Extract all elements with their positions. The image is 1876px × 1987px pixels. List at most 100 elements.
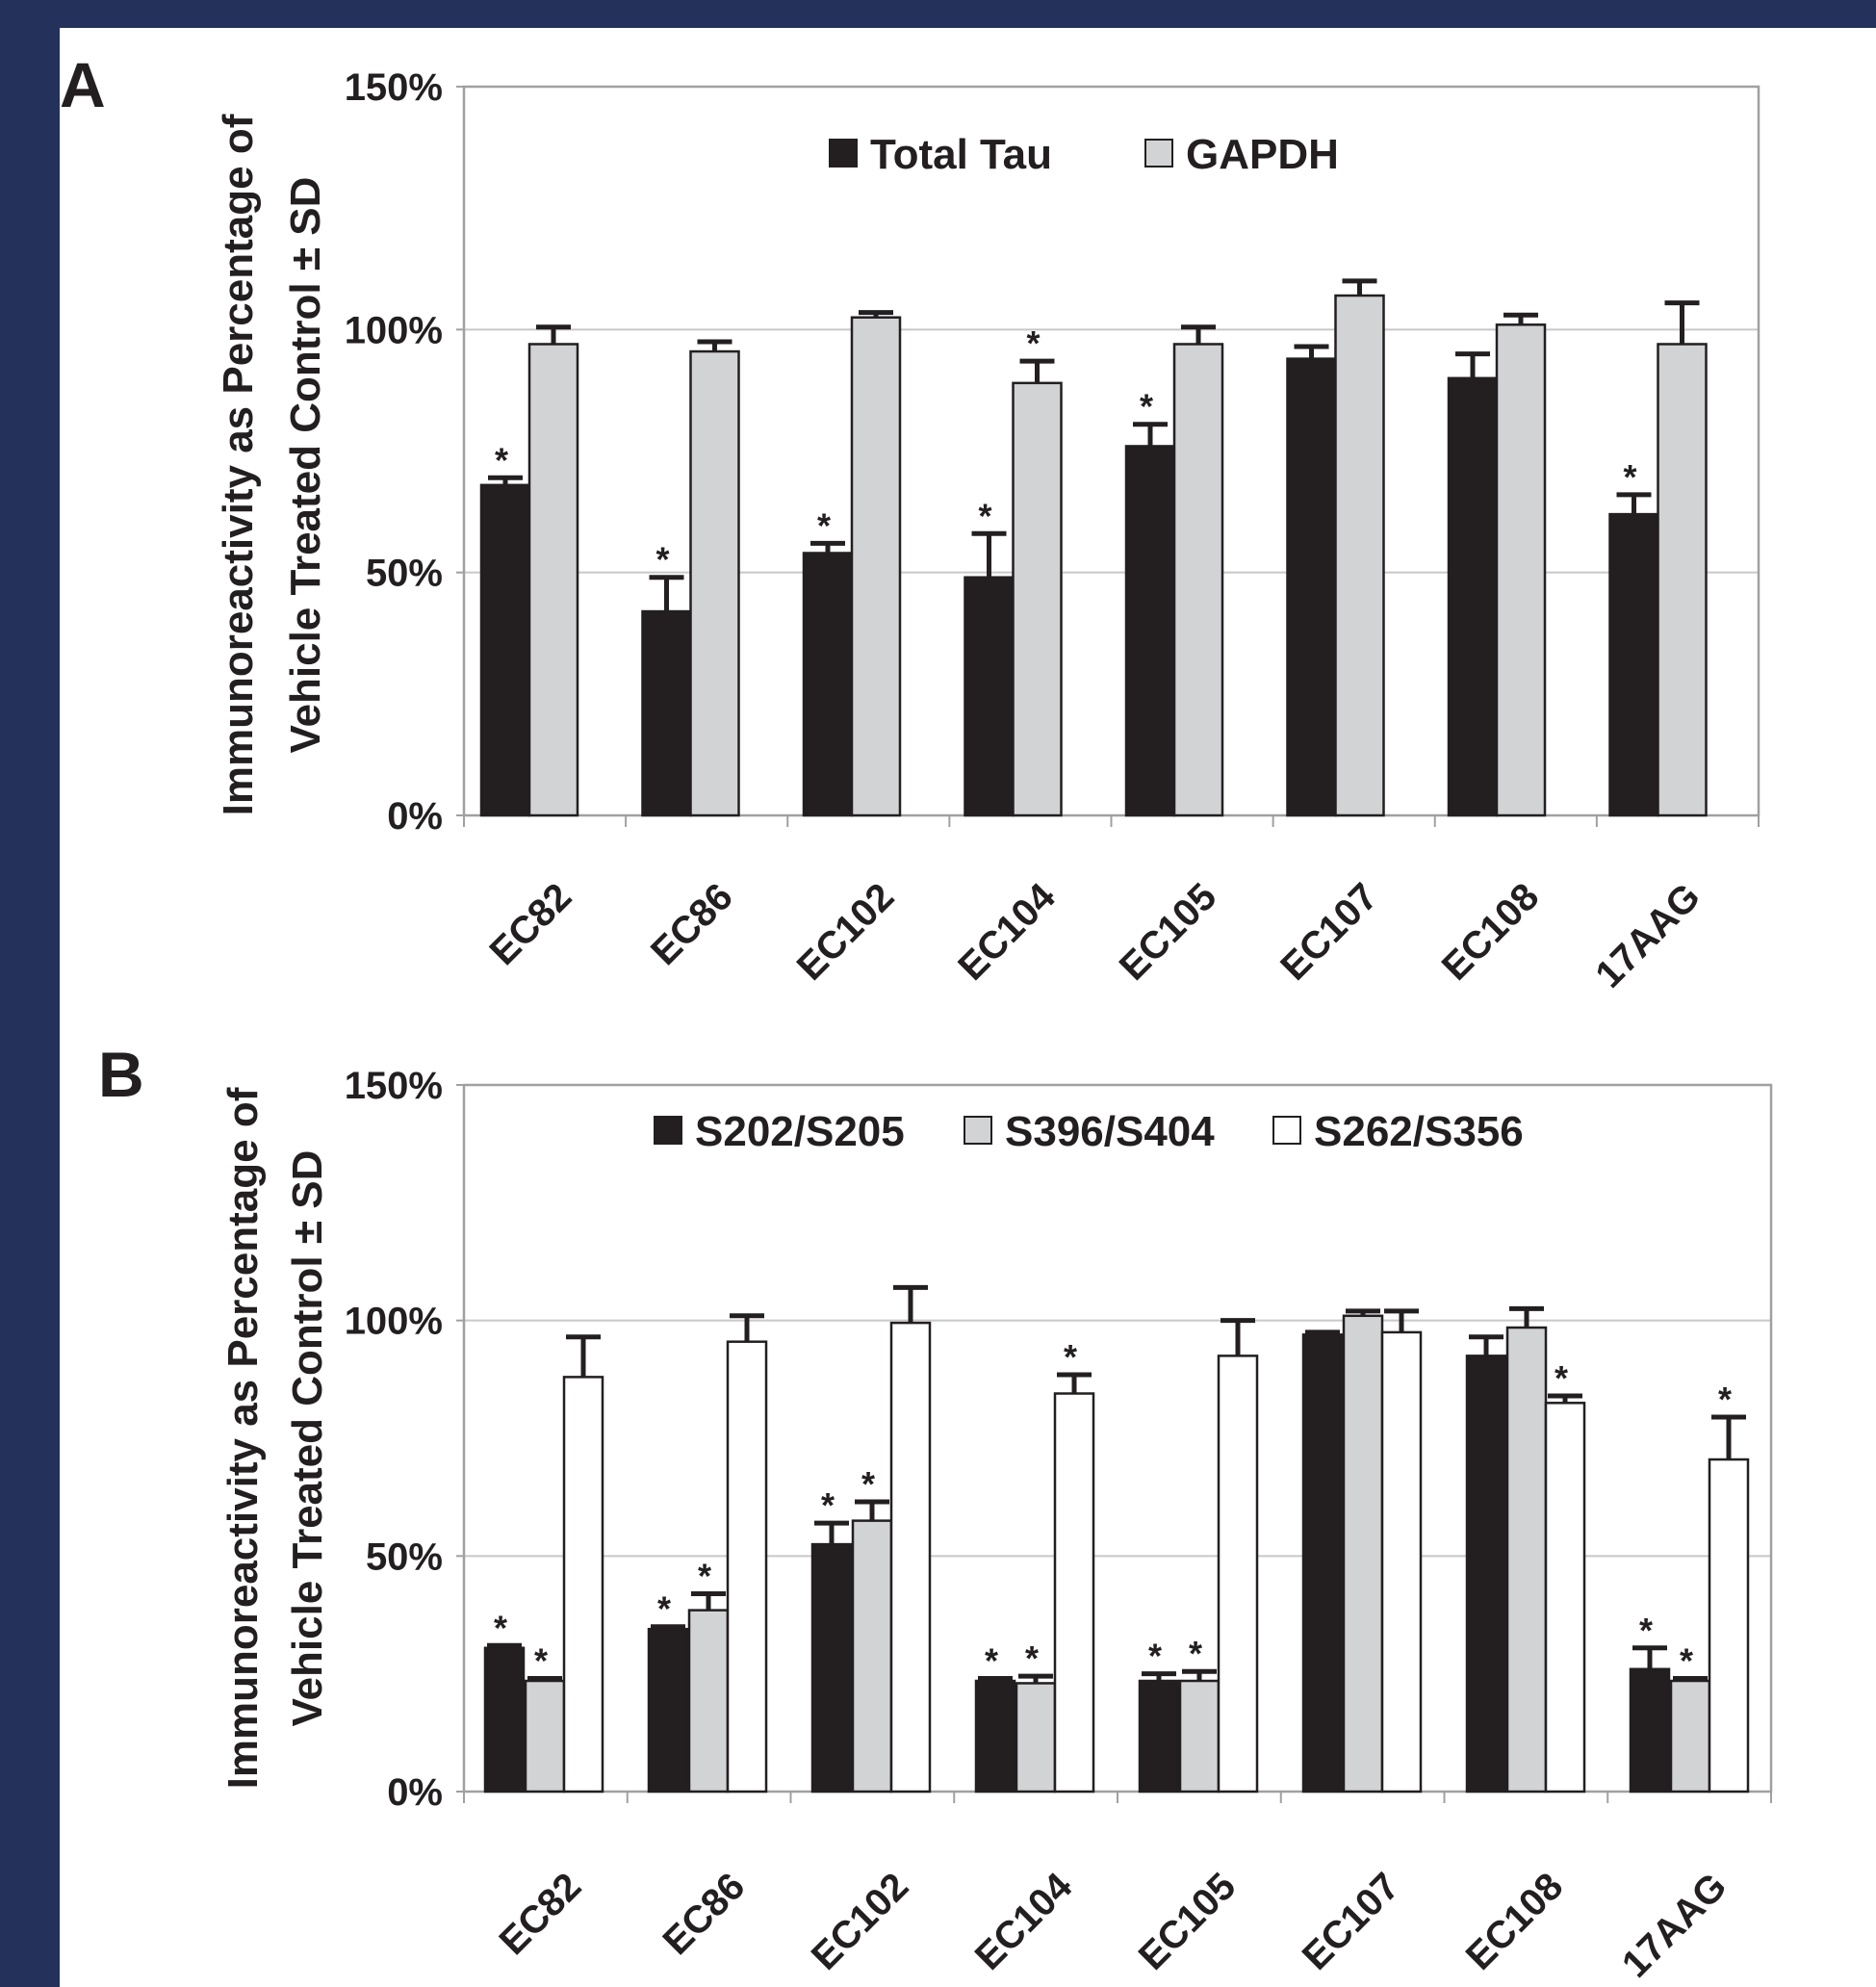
legend-swatch: [1272, 1116, 1301, 1145]
bar: [1138, 1679, 1180, 1793]
bar: [1286, 357, 1337, 817]
x-tick-label: EC107: [1295, 1865, 1408, 1978]
bar: [1447, 376, 1499, 817]
bar: [1380, 1330, 1423, 1793]
legend-label: S396/S404: [1005, 1108, 1215, 1155]
figure-canvas: A 0% 50% 100% 150% Immunoreactivity as Percen…: [60, 49, 1773, 1986]
legend-label: GAPDH: [1186, 131, 1339, 178]
y-axis-label: Immunoreactivity as Percentage of: [215, 114, 262, 815]
significance-marker: *: [698, 1556, 711, 1595]
bar: [647, 1627, 689, 1793]
legend-label: Total Tau: [870, 131, 1052, 178]
significance-marker: *: [1140, 387, 1153, 426]
bar: [810, 1542, 853, 1793]
bar: [483, 1646, 526, 1793]
legend-swatch: [654, 1116, 682, 1145]
bar: [1301, 1333, 1344, 1793]
x-tick-label: 17AAG: [1614, 1865, 1735, 1985]
bar: [1172, 343, 1224, 817]
bar: [1053, 1392, 1095, 1793]
bar: [851, 1519, 893, 1793]
bar: [1629, 1667, 1671, 1793]
significance-marker: *: [1064, 1337, 1077, 1377]
panel-label: B: [98, 1039, 144, 1110]
significance-marker: *: [1639, 1611, 1653, 1650]
bar: [1544, 1402, 1586, 1793]
x-tick-label: EC105: [1112, 875, 1225, 989]
x-tick-label: EC104: [967, 1865, 1081, 1978]
bar: [1465, 1355, 1507, 1793]
bar: [641, 609, 692, 817]
bar: [1708, 1458, 1750, 1793]
significance-marker: *: [494, 1608, 507, 1647]
x-tick-label: EC86: [655, 1865, 753, 1963]
x-tick-label: 17AAG: [1587, 875, 1708, 995]
bar: [1495, 323, 1547, 817]
figure-panel: A 0% 50% 100% 150% Immunoreactivity as Percen…: [60, 28, 1876, 1987]
significance-marker: *: [534, 1641, 548, 1681]
bar: [1012, 381, 1063, 817]
bar: [689, 349, 740, 817]
bar: [1178, 1679, 1221, 1793]
bar: [964, 576, 1015, 817]
bar: [524, 1679, 566, 1793]
y-axis-label: Vehicle Treated Control ± SD: [282, 177, 329, 754]
significance-marker: *: [495, 440, 508, 479]
legend-swatch: [829, 139, 858, 168]
legend-label: S202/S205: [695, 1108, 905, 1155]
y-tick-label: 150%: [345, 66, 443, 109]
legend-swatch: [1144, 139, 1173, 168]
x-tick-label: EC108: [1434, 875, 1548, 989]
x-tick-label: EC102: [804, 1865, 917, 1978]
bar: [850, 316, 902, 817]
x-tick-label: EC102: [789, 875, 903, 989]
bar: [1657, 343, 1708, 817]
panel-label: A: [60, 49, 106, 120]
y-tick-label: 50%: [366, 1535, 443, 1578]
significance-marker: *: [657, 1589, 671, 1629]
significance-marker: *: [1623, 457, 1636, 497]
y-axis-label: Vehicle Treated Control ± SD: [284, 1150, 331, 1727]
bar: [527, 343, 579, 817]
significance-marker: *: [817, 505, 831, 545]
x-tick-label: EC86: [643, 875, 741, 973]
bar: [1124, 445, 1176, 817]
bar: [562, 1376, 604, 1793]
y-tick-label: 100%: [345, 309, 443, 351]
significance-marker: *: [1680, 1641, 1693, 1681]
significance-marker: *: [1148, 1637, 1162, 1676]
x-tick-label: EC108: [1458, 1865, 1572, 1978]
bar: [802, 552, 854, 817]
significance-marker: *: [821, 1485, 835, 1525]
bar: [1334, 294, 1385, 817]
significance-marker: *: [1025, 1639, 1039, 1678]
y-tick-label: 0%: [387, 795, 443, 838]
bar: [1669, 1679, 1711, 1793]
bar: [1342, 1314, 1384, 1793]
significance-marker: *: [1555, 1358, 1568, 1398]
x-tick-label: EC82: [491, 1865, 589, 1963]
significance-marker: *: [1189, 1634, 1202, 1673]
bar: [1608, 512, 1659, 817]
bar: [726, 1340, 768, 1793]
bar: [1505, 1326, 1548, 1793]
significance-marker: *: [985, 1641, 998, 1681]
legend-swatch: [964, 1116, 992, 1145]
y-tick-label: 150%: [345, 1065, 443, 1107]
y-axis-label: Immunoreactivity as Percentage of: [219, 1087, 267, 1789]
significance-marker: *: [861, 1464, 875, 1504]
significance-marker: *: [1026, 323, 1040, 363]
bar: [974, 1679, 1016, 1793]
x-tick-label: EC82: [481, 875, 579, 973]
legend-label: S262/S356: [1314, 1108, 1524, 1155]
significance-marker: *: [655, 540, 669, 580]
significance-marker: *: [978, 496, 991, 535]
y-tick-label: 0%: [387, 1771, 443, 1814]
x-tick-label: EC107: [1272, 875, 1386, 989]
x-tick-label: EC104: [950, 875, 1064, 989]
bar: [687, 1609, 730, 1793]
bar: [1217, 1355, 1259, 1793]
bar: [1015, 1682, 1057, 1793]
bar: [479, 483, 531, 817]
y-tick-label: 100%: [345, 1301, 443, 1343]
